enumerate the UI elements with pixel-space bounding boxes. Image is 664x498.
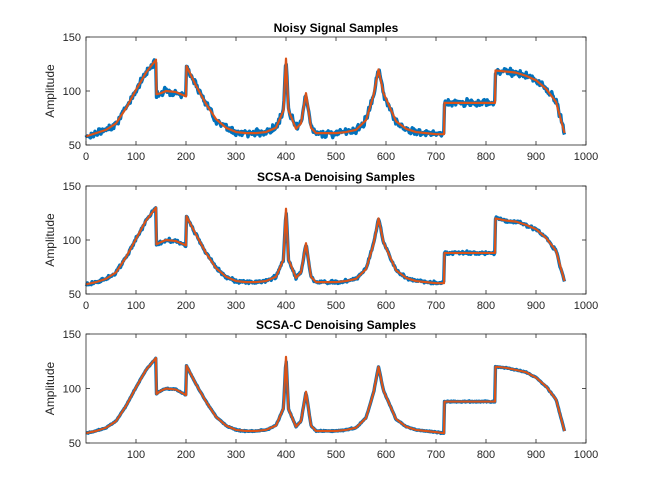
- y-tick-label: 150: [63, 181, 81, 193]
- chart-title: Noisy Signal Samples: [274, 21, 399, 35]
- series-line-clean: [85, 355, 566, 435]
- x-tick-label: 100: [127, 151, 145, 163]
- x-tick-label: 500: [327, 449, 345, 461]
- y-axis-label: Amplitude: [43, 64, 57, 118]
- y-tick-label: 50: [69, 140, 81, 152]
- x-tick-label: 800: [477, 300, 495, 312]
- x-tick-label: 300: [227, 151, 245, 163]
- series-line-noisy: [84, 58, 567, 140]
- chart-title: SCSA-a Denoising Samples: [257, 170, 415, 184]
- x-tick-label: 600: [377, 151, 395, 163]
- x-tick-label: 900: [527, 300, 545, 312]
- x-tick-label: 200: [177, 449, 195, 461]
- chart-panel-3: SCSA-C Denoising Samples Amplitude 100 200 3…: [43, 318, 598, 461]
- x-tick-label: 900: [527, 449, 545, 461]
- y-axis-label: Amplitude: [43, 362, 57, 416]
- chart-title: SCSA-C Denoising Samples: [256, 318, 416, 332]
- x-tick-label: 400: [277, 449, 295, 461]
- x-tick-label: 800: [477, 449, 495, 461]
- y-tick-label: 100: [63, 86, 81, 98]
- x-tick-label: 500: [327, 151, 345, 163]
- x-tick-label: 1000: [574, 449, 598, 461]
- y-tick-label: 150: [63, 32, 81, 44]
- x-tick-label: 1000: [574, 151, 598, 163]
- x-tick-label: 700: [427, 449, 445, 461]
- x-tick-label: 1000: [574, 300, 598, 312]
- x-tick-label: 100: [127, 300, 145, 312]
- x-tick-label: 700: [427, 151, 445, 163]
- x-tick-label: 700: [427, 300, 445, 312]
- x-tick-label: 300: [227, 300, 245, 312]
- x-tick-label: 600: [377, 449, 395, 461]
- series-line-clean: [85, 206, 566, 286]
- x-tick-label: 0: [83, 151, 89, 163]
- y-tick-label: 50: [69, 438, 81, 450]
- x-tick-label: 200: [177, 300, 195, 312]
- chart-panel-1: Noisy Signal Samples Amplitude 0 100 200 300 4…: [43, 21, 598, 163]
- x-tick-label: 0: [83, 300, 89, 312]
- y-tick-label: 50: [69, 289, 81, 301]
- x-tick-label: 500: [327, 300, 345, 312]
- plot-area: [86, 334, 586, 443]
- x-tick-label: 300: [227, 449, 245, 461]
- x-tick-label: 100: [127, 449, 145, 461]
- y-tick-label: 100: [63, 384, 81, 396]
- y-tick-label: 100: [63, 235, 81, 247]
- y-tick-label: 150: [63, 329, 81, 341]
- y-axis-label: Amplitude: [43, 213, 57, 267]
- series-line-clean: [85, 57, 566, 138]
- chart-panel-2: SCSA-a Denoising Samples Amplitude 0 100 200…: [43, 170, 598, 312]
- x-tick-label: 400: [277, 151, 295, 163]
- x-tick-label: 800: [477, 151, 495, 163]
- x-tick-label: 900: [527, 151, 545, 163]
- x-tick-label: 600: [377, 300, 395, 312]
- x-tick-label: 200: [177, 151, 195, 163]
- x-tick-label: 400: [277, 300, 295, 312]
